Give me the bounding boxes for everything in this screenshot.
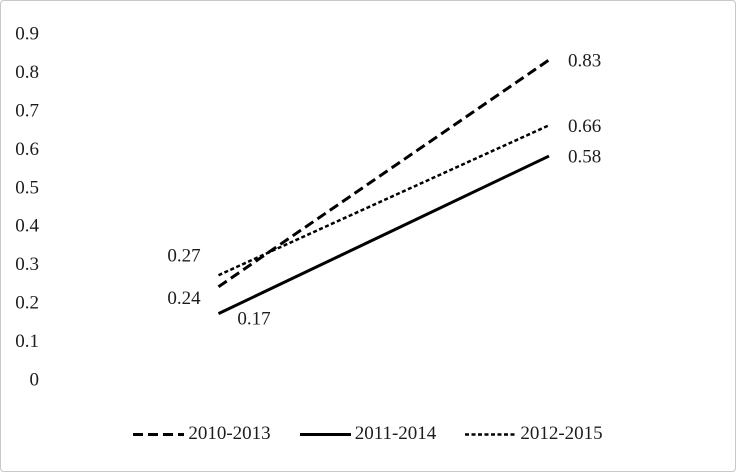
y-tick-label: 0.1 bbox=[15, 331, 39, 352]
legend-item-2010-2013: 2010-2013 bbox=[133, 422, 271, 446]
data-label-start: 0.24 bbox=[167, 288, 201, 309]
y-tick-label: 0 bbox=[30, 370, 40, 391]
y-tick-label: 0.9 bbox=[15, 24, 39, 45]
y-tick-label: 0.3 bbox=[15, 254, 39, 275]
data-label-end: 0.58 bbox=[568, 147, 601, 168]
data-label-end: 0.83 bbox=[568, 50, 601, 71]
y-tick-label: 0.2 bbox=[15, 293, 39, 314]
data-label-start: 0.17 bbox=[237, 309, 270, 330]
legend-swatch-fine-dash-icon bbox=[465, 432, 517, 436]
y-tick-label: 0.8 bbox=[15, 62, 39, 83]
y-tick-label: 0.7 bbox=[15, 100, 39, 121]
legend-swatch-solid-icon bbox=[299, 432, 351, 436]
legend: 2010-2013 2011-2014 2012-2015 bbox=[1, 422, 735, 446]
y-tick-label: 0.4 bbox=[15, 216, 39, 237]
data-label-start: 0.27 bbox=[167, 246, 200, 267]
y-tick-label: 0.5 bbox=[15, 177, 39, 198]
legend-item-2012-2015: 2012-2015 bbox=[465, 422, 603, 446]
y-tick-label: 0.6 bbox=[15, 139, 39, 160]
legend-item-2011-2014: 2011-2014 bbox=[299, 422, 437, 446]
series-line-2012-2015 bbox=[217, 124, 550, 277]
legend-label: 2011-2014 bbox=[354, 423, 437, 444]
series-line-2011-2014 bbox=[217, 154, 550, 316]
legend-label: 2012-2015 bbox=[520, 423, 603, 444]
data-label-end: 0.66 bbox=[568, 116, 601, 137]
legend-label: 2010-2013 bbox=[188, 423, 271, 444]
legend-swatch-long-dash-icon bbox=[133, 432, 185, 436]
